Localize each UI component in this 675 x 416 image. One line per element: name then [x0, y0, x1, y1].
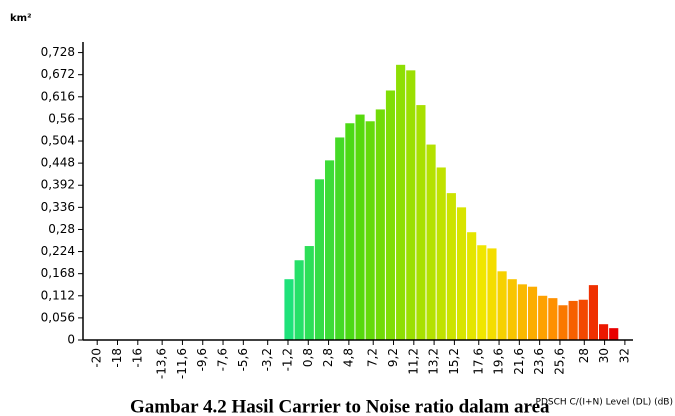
bar [588, 285, 598, 340]
y-tick-label: 0,224 [41, 244, 75, 258]
bar [609, 328, 619, 340]
x-tick-label: 15,2 [447, 348, 461, 375]
bar [365, 121, 375, 340]
bar [578, 299, 588, 340]
x-tick-label: 13,2 [427, 348, 441, 375]
x-tick-label: 17,6 [471, 348, 485, 375]
y-tick-label: 0,056 [41, 310, 75, 324]
x-tick-label: -1,2 [280, 348, 294, 371]
bar [517, 284, 527, 340]
x-tick-label: -7,6 [216, 348, 230, 371]
bar [385, 90, 396, 340]
x-tick-label: -3,2 [260, 348, 274, 371]
y-tick-label: 0,616 [41, 89, 75, 103]
y-tick-label: 0,168 [41, 266, 75, 280]
caption: Gambar 4.2 Hasil Carrier to Noise ratio … [130, 396, 550, 416]
y-tick-label: 0,28 [48, 222, 75, 236]
bar [548, 298, 558, 340]
y-tick-label: 0,672 [41, 67, 75, 81]
bar [355, 114, 365, 341]
x-tick-label: 32 [617, 348, 631, 363]
y-tick-label: 0,112 [41, 288, 75, 302]
bar [284, 279, 294, 340]
x-tick-label: 30 [597, 348, 611, 363]
bar [467, 232, 477, 340]
x-tick-label: 9,2 [386, 348, 400, 367]
x-tick-label: -16 [130, 348, 144, 368]
x-tick-label: 23,6 [532, 348, 546, 375]
bar [527, 286, 538, 340]
bar [335, 137, 345, 340]
x-tick-label: -5,6 [236, 348, 250, 371]
x-tick-label: 25,6 [552, 348, 566, 375]
bar [456, 207, 467, 340]
bar [558, 305, 568, 340]
x-tick-label: 2,8 [321, 348, 335, 367]
bar [416, 105, 426, 340]
bar [446, 193, 456, 340]
bar [304, 246, 314, 340]
bar [507, 279, 517, 340]
y-axis-label: km² [10, 13, 31, 24]
y-tick-label: 0,56 [48, 111, 75, 125]
x-tick-label: 21,6 [512, 348, 526, 375]
x-tick-label: 7,2 [366, 348, 380, 367]
bar [538, 295, 548, 340]
x-tick-label: -9,6 [195, 348, 209, 371]
bar [406, 70, 416, 340]
x-tick-label: -11,6 [175, 348, 189, 379]
y-tick-label: 0,448 [41, 156, 75, 170]
bar [375, 109, 385, 340]
y-tick-label: 0,336 [41, 200, 75, 214]
bar [325, 160, 335, 340]
bar [487, 248, 497, 340]
y-tick-label: 0,504 [41, 134, 75, 148]
bar [396, 64, 406, 341]
x-tick-label: -20 [90, 348, 104, 368]
bar [598, 324, 609, 340]
y-tick-label: 0,728 [41, 45, 75, 59]
bar [314, 179, 325, 340]
x-tick-label: 4,8 [341, 348, 355, 367]
bar [436, 167, 446, 340]
bar [477, 245, 487, 340]
x-tick-label: -13,6 [155, 348, 169, 379]
bar [345, 123, 355, 340]
y-tick-label: 0,392 [41, 178, 75, 192]
x-axis-label: PDSCH C/(I+N) Level (DL) (dB) [536, 398, 673, 408]
x-tick-label: 11,2 [406, 348, 420, 375]
bar [294, 260, 304, 340]
x-tick-label: 28 [577, 348, 591, 363]
bar [497, 271, 507, 340]
x-tick-label: 19,6 [492, 348, 506, 375]
x-tick-label: -18 [110, 348, 124, 368]
bar [426, 144, 436, 340]
bar [568, 300, 578, 340]
y-tick-label: 0 [67, 333, 75, 347]
x-tick-label: 0,8 [301, 348, 315, 367]
